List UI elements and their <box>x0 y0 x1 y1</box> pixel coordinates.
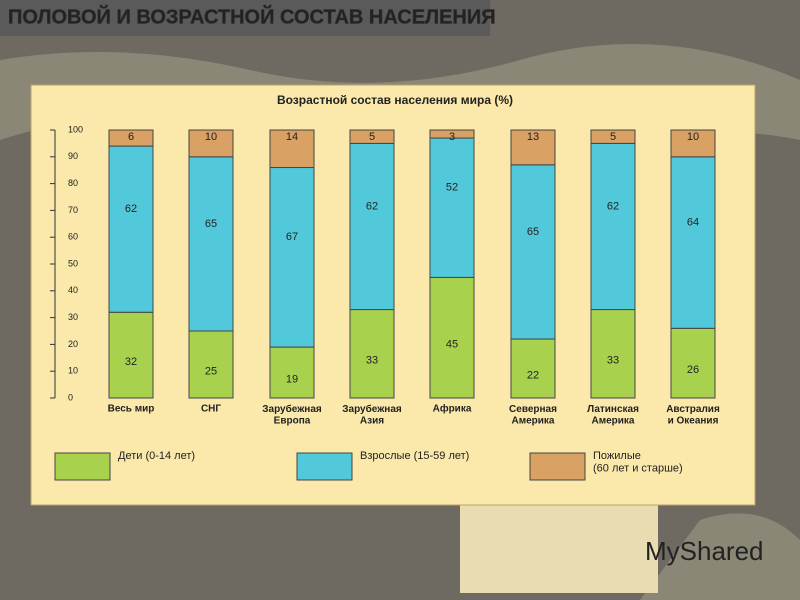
value-label: 62 <box>607 200 619 212</box>
y-tick-label: 0 <box>68 392 73 402</box>
bar-segment <box>188 330 234 399</box>
title-bar <box>0 0 490 36</box>
legend-swatch <box>529 452 586 481</box>
value-label: 67 <box>286 231 298 243</box>
legend-swatch <box>54 452 111 481</box>
value-label: 3 <box>449 131 455 143</box>
y-tick-label: 20 <box>68 339 78 349</box>
value-label: 26 <box>687 364 699 376</box>
map-shape <box>640 513 800 600</box>
bar-segment <box>670 156 716 329</box>
bar-segment <box>349 129 395 144</box>
legend-label: Пожилые (60 лет и старше) <box>593 450 683 475</box>
legend-label: Дети (0-14 лет) <box>118 450 195 462</box>
bar-segment <box>429 276 475 399</box>
y-tick-label: 70 <box>68 205 78 215</box>
x-tick-label: СНГ <box>201 404 221 415</box>
bar-segment <box>590 129 636 144</box>
bar-segment <box>269 167 315 348</box>
y-tick-label: 30 <box>68 312 78 322</box>
legend-label: Взрослые (15-59 лет) <box>360 450 469 462</box>
value-label: 14 <box>286 131 298 143</box>
x-tick-label: Северная Америка <box>509 404 557 427</box>
value-label: 22 <box>527 369 539 381</box>
value-label: 33 <box>366 355 378 367</box>
x-tick-label: Австралия и Океания <box>666 404 720 427</box>
x-tick-label: Африка <box>433 403 472 415</box>
value-label: 52 <box>446 182 458 194</box>
value-label: 65 <box>527 226 539 238</box>
x-tick-label: Зарубежная Азия <box>342 403 402 427</box>
value-label: 25 <box>205 365 217 377</box>
y-tick-label: 90 <box>68 151 78 161</box>
bar-segment <box>108 145 154 313</box>
y-tick-label: 60 <box>68 232 78 242</box>
bar-segment <box>510 338 556 399</box>
bar-segment <box>349 142 395 311</box>
value-label: 62 <box>366 200 378 212</box>
value-label: 33 <box>607 355 619 367</box>
x-tick-label: Латинская Америка <box>587 404 639 427</box>
bar-segment <box>188 156 234 332</box>
value-label: 45 <box>446 339 458 351</box>
value-label: 6 <box>128 131 134 143</box>
value-label: 5 <box>610 131 616 143</box>
value-label: 32 <box>125 356 137 368</box>
legend-swatch <box>296 452 353 481</box>
bar-segment <box>670 129 716 158</box>
y-tick-label: 100 <box>68 124 83 134</box>
value-label: 19 <box>286 373 298 385</box>
bar-segment <box>269 129 315 169</box>
value-label: 62 <box>125 203 137 215</box>
watermark: MyShared <box>645 536 764 566</box>
y-tick-label: 50 <box>68 258 78 268</box>
bar-segment <box>670 327 716 399</box>
bar-segment <box>590 142 636 311</box>
value-label: 65 <box>205 218 217 230</box>
value-label: 64 <box>687 216 699 228</box>
x-tick-label: Весь мир <box>108 404 155 415</box>
y-tick-label: 40 <box>68 285 78 295</box>
value-label: 5 <box>369 131 375 143</box>
bar-segment <box>188 129 234 158</box>
bar-segment <box>590 309 636 399</box>
bar-segment <box>510 129 556 166</box>
bar-segment <box>349 309 395 399</box>
bar-segment <box>429 137 475 278</box>
value-label: 13 <box>527 131 539 143</box>
x-tick-label: Зарубежная Европа <box>262 403 322 427</box>
value-label: 10 <box>687 131 699 143</box>
bar-segment <box>510 164 556 340</box>
bar-segment <box>108 129 154 147</box>
y-tick-label: 80 <box>68 178 78 188</box>
slide-title: ПОЛОВОЙ И ВОЗРАСТНОЙ СОСТАВ НАСЕЛЕНИЯ <box>8 4 496 28</box>
chart-title: Возрастной состав населения мира (%) <box>277 93 513 107</box>
y-tick-label: 10 <box>68 366 78 376</box>
bar-segment <box>429 129 475 139</box>
watermark-box <box>460 505 658 593</box>
value-label: 10 <box>205 131 217 143</box>
